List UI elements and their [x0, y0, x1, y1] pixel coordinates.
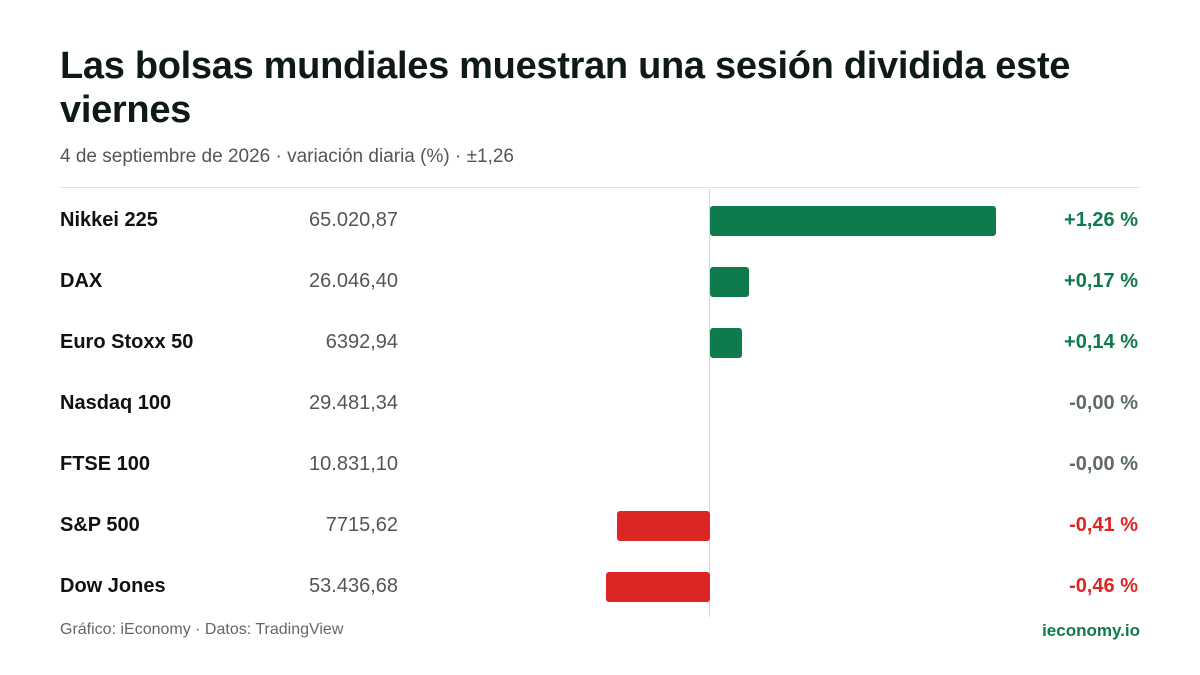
- value-bar: [605, 572, 710, 602]
- zero-axis-line: [709, 189, 710, 617]
- index-price: 10.831,10: [309, 453, 398, 475]
- chart-title: Las bolsas mundiales muestran una sesión…: [60, 45, 1071, 131]
- change-label: +0,14 %: [1064, 331, 1138, 353]
- change-label: -0,41 %: [1069, 514, 1138, 536]
- index-row: Euro Stoxx 50 6392,94 +0,14 %: [60, 312, 1140, 373]
- index-row: Nikkei 225 65.020,87 +1,26 %: [60, 190, 1140, 251]
- index-name: Dow Jones: [60, 575, 166, 597]
- header-divider: [60, 187, 1140, 188]
- value-bar: [616, 511, 710, 541]
- index-price: 6392,94: [325, 331, 398, 353]
- index-row: FTSE 100 10.831,10 -0,00 %: [60, 434, 1140, 495]
- change-label: -0,00 %: [1069, 453, 1138, 475]
- index-row: DAX 26.046,40 +0,17 %: [60, 251, 1140, 312]
- brand-link[interactable]: ieconomy.io: [1042, 621, 1140, 640]
- index-price: 53.436,68: [309, 575, 398, 597]
- index-name: FTSE 100: [60, 453, 151, 475]
- change-label: -0,46 %: [1069, 575, 1138, 597]
- value-bar: [710, 206, 996, 236]
- change-label: -0,00 %: [1069, 392, 1138, 414]
- index-price: 65.020,87: [309, 209, 398, 231]
- index-name: Nasdaq 100: [60, 392, 172, 414]
- index-price: 26.046,40: [309, 270, 398, 292]
- index-row: S&P 500 7715,62 -0,41 %: [60, 495, 1140, 556]
- change-label: +0,17 %: [1064, 270, 1138, 292]
- index-name: Euro Stoxx 50: [60, 331, 194, 353]
- value-bar: [710, 328, 742, 358]
- index-name: S&P 500: [60, 514, 140, 536]
- index-name: Nikkei 225: [60, 209, 158, 231]
- value-bar: [710, 267, 749, 297]
- change-label: +1,26 %: [1064, 209, 1138, 231]
- chart-subtitle: 4 de septiembre de 2026 · variación diar…: [60, 146, 514, 167]
- index-price: 7715,62: [325, 514, 398, 536]
- index-name: DAX: [60, 270, 103, 292]
- index-row: Nasdaq 100 29.481,34 -0,00 %: [60, 373, 1140, 434]
- index-row: Dow Jones 53.436,68 -0,46 %: [60, 556, 1140, 617]
- index-price: 29.481,34: [309, 392, 398, 414]
- source-credit: Gráfico: iEconomy · Datos: TradingView: [60, 621, 344, 638]
